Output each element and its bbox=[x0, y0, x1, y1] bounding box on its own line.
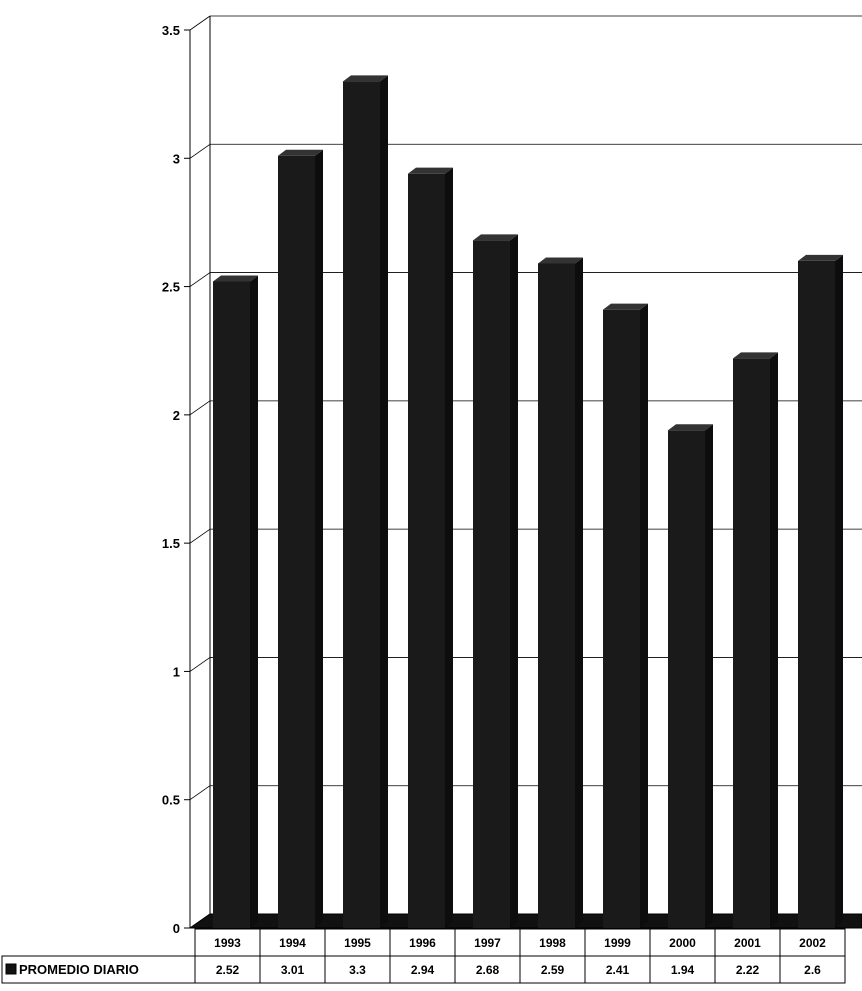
gridline-wall-5 bbox=[189, 272, 211, 287]
y-tick-label-3: 1.5 bbox=[162, 536, 180, 551]
y-tick-label-2: 1 bbox=[173, 664, 180, 679]
category-label-2000: 2000 bbox=[669, 936, 696, 950]
bar-front-1997 bbox=[473, 240, 510, 929]
bar-side-1998 bbox=[575, 257, 583, 929]
bar-front-2000 bbox=[668, 430, 705, 928]
data-label-1993: 2.52 bbox=[216, 963, 240, 977]
bar-2000 bbox=[668, 424, 713, 928]
bar-side-1999 bbox=[640, 303, 648, 929]
bars-layer bbox=[213, 75, 843, 929]
y-tick-label-1: 0.5 bbox=[162, 793, 180, 808]
bar-1993 bbox=[213, 275, 258, 928]
bar-top-1999 bbox=[603, 303, 648, 310]
table-value-cell-2002 bbox=[779, 955, 846, 984]
bar-front-2002 bbox=[798, 260, 835, 928]
bar-front-1995 bbox=[343, 81, 380, 929]
bar-1995 bbox=[343, 75, 388, 929]
bar-side-1995 bbox=[380, 75, 388, 929]
bar-top-1998 bbox=[538, 257, 583, 264]
category-label-1999: 1999 bbox=[604, 936, 631, 950]
bar-1994 bbox=[278, 149, 323, 929]
gridline-wall-4 bbox=[189, 400, 211, 416]
bar-side-2000 bbox=[705, 424, 713, 928]
bar-side-1993 bbox=[250, 275, 258, 928]
y-tick-label-0: 0 bbox=[173, 921, 180, 936]
bar-front-1994 bbox=[278, 155, 315, 929]
bar-front-1999 bbox=[603, 309, 640, 929]
bar-top-1994 bbox=[278, 149, 323, 156]
data-label-1995: 3.3 bbox=[349, 963, 366, 977]
gridline-wall-3 bbox=[189, 528, 211, 544]
bar-front-2001 bbox=[733, 358, 770, 928]
data-label-2000: 1.94 bbox=[671, 963, 695, 977]
bar-2002 bbox=[798, 254, 843, 928]
bar-top-1996 bbox=[408, 167, 453, 174]
legend-key bbox=[5, 963, 17, 975]
y-tick-label-4: 2 bbox=[173, 408, 180, 423]
category-label-2001: 2001 bbox=[734, 936, 761, 950]
bar-side-2001 bbox=[770, 352, 778, 928]
category-label-1993: 1993 bbox=[214, 936, 241, 950]
bar-top-1995 bbox=[343, 75, 388, 82]
data-label-1994: 3.01 bbox=[281, 963, 305, 977]
bar-side-2002 bbox=[835, 254, 843, 928]
bar-top-2001 bbox=[733, 352, 778, 359]
data-label-1998: 2.59 bbox=[541, 963, 565, 977]
bar-front-1998 bbox=[538, 263, 575, 929]
data-label-1997: 2.68 bbox=[476, 963, 500, 977]
bar-side-1994 bbox=[315, 149, 323, 929]
bar-1997 bbox=[473, 234, 518, 929]
category-label-1994: 1994 bbox=[279, 936, 306, 950]
data-label-1999: 2.41 bbox=[606, 963, 630, 977]
bar-front-1996 bbox=[408, 173, 445, 928]
bar-1996 bbox=[408, 167, 453, 928]
bar-1998 bbox=[538, 257, 583, 929]
gridline-wall-2 bbox=[189, 657, 211, 672]
gridline-wall-7 bbox=[189, 15, 211, 31]
category-label-1995: 1995 bbox=[344, 936, 371, 950]
gridline-wall-1 bbox=[189, 785, 211, 801]
gridline-wall-6 bbox=[189, 143, 211, 159]
category-label-1998: 1998 bbox=[539, 936, 566, 950]
bar-1999 bbox=[603, 303, 648, 929]
bar-side-1997 bbox=[510, 234, 518, 929]
data-label-1996: 2.94 bbox=[411, 963, 435, 977]
bar-top-1997 bbox=[473, 234, 518, 241]
category-label-1997: 1997 bbox=[474, 936, 501, 950]
bar-2001 bbox=[733, 352, 778, 928]
bar-side-1996 bbox=[445, 167, 453, 928]
category-label-2002: 2002 bbox=[799, 936, 826, 950]
bar-front-1993 bbox=[213, 281, 250, 928]
data-label-2001: 2.22 bbox=[736, 963, 760, 977]
bar-top-2002 bbox=[798, 254, 843, 261]
y-tick-label-7: 3.5 bbox=[162, 23, 180, 38]
data-table: PROMEDIO DIARIO 1993 2.52 1994 3.01 1995 3.3 19… bbox=[1, 928, 846, 984]
category-label-1996: 1996 bbox=[409, 936, 436, 950]
y-tick-label-6: 3 bbox=[173, 151, 180, 166]
bar-top-1993 bbox=[213, 275, 258, 282]
data-label-2002: 2.6 bbox=[804, 963, 821, 977]
bar-top-2000 bbox=[668, 424, 713, 431]
y-tick-label-5: 2.5 bbox=[162, 280, 180, 295]
legend-series-label: PROMEDIO DIARIO bbox=[19, 962, 139, 977]
